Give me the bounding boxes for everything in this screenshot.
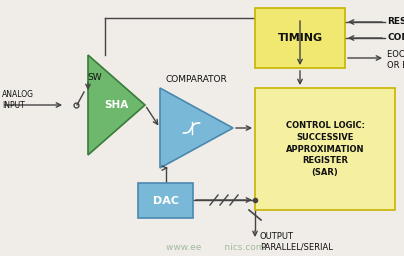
Bar [138, 183, 193, 218]
Text: TIMING: TIMING [278, 33, 322, 43]
Text: OUTPUT
PARALLEL/SERIAL: OUTPUT PARALLEL/SERIAL [260, 232, 333, 252]
Text: www.ee        nics.com: www.ee nics.com [166, 243, 264, 252]
Text: SW: SW [88, 73, 102, 82]
Text: COMPARATOR: COMPARATOR [166, 75, 227, 84]
Bar [255, 8, 345, 68]
Text: ANALOG
INPUT: ANALOG INPUT [2, 90, 34, 110]
Text: CONVERT: CONVERT [387, 34, 404, 42]
Polygon shape [160, 88, 233, 168]
Polygon shape [88, 55, 145, 155]
Text: EOC, DRDY,
OR BUSY: EOC, DRDY, OR BUSY [387, 50, 404, 70]
Text: RESET: RESET [387, 17, 404, 27]
Bar [255, 88, 395, 210]
Text: CONTROL LOGIC:
SUCCESSIVE
APPROXIMATION
REGISTER
(SAR): CONTROL LOGIC: SUCCESSIVE APPROXIMATION … [286, 121, 364, 177]
Text: DAC: DAC [152, 196, 179, 206]
Text: SHA: SHA [104, 100, 128, 110]
